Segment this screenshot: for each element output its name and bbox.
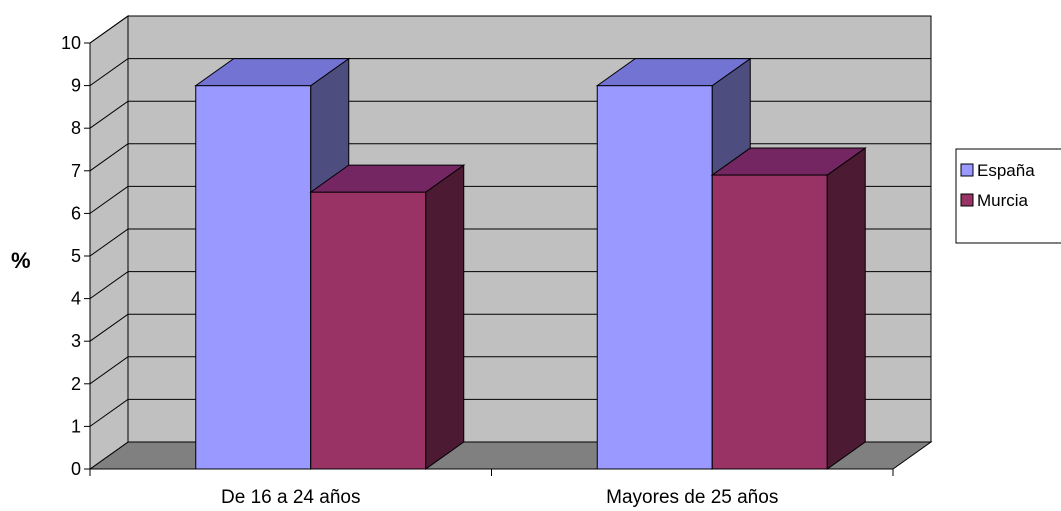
y-tick-label: 5 [71,246,81,266]
bar-top [710,147,867,176]
bar-murcia-2 [710,147,867,470]
bar-side [826,147,866,470]
y-tick-label: 4 [71,289,81,309]
x-category-label: De 16 a 24 años [221,487,360,508]
bar-front [310,191,427,470]
gridline [89,15,931,44]
bar-front [195,85,312,470]
bar-front [596,85,713,470]
bar-top [309,164,466,193]
legend-swatch [960,163,974,177]
legend: España Murcia [955,148,1061,244]
legend-label: España [977,161,1035,180]
y-tick-label: 9 [71,76,81,96]
y-tick-label: 2 [71,374,81,394]
y-tick-label: 8 [71,118,81,138]
bar-side [425,164,465,470]
bars [194,57,867,470]
y-tick-label: 10 [61,33,81,53]
y-axis-title: % [11,248,31,273]
y-tick-label: 6 [71,203,81,223]
bar-top [194,58,351,87]
y-tick-label: 0 [71,459,81,479]
x-category-label: Mayores de 25 años [606,487,778,508]
axis-labels: 0 1 2 3 4 5 6 7 8 9 10 De 16 a 24 años Mayores de 25… [61,33,778,508]
y-tick-label: 1 [71,416,81,436]
legend-label: Murcia [977,191,1029,210]
legend-swatch [960,193,974,207]
bar-murcia-1 [309,164,466,470]
bar-front [711,174,828,470]
y-tick-label: 3 [71,331,81,351]
bar-top [595,58,752,87]
y-tick-label: 7 [71,161,81,181]
